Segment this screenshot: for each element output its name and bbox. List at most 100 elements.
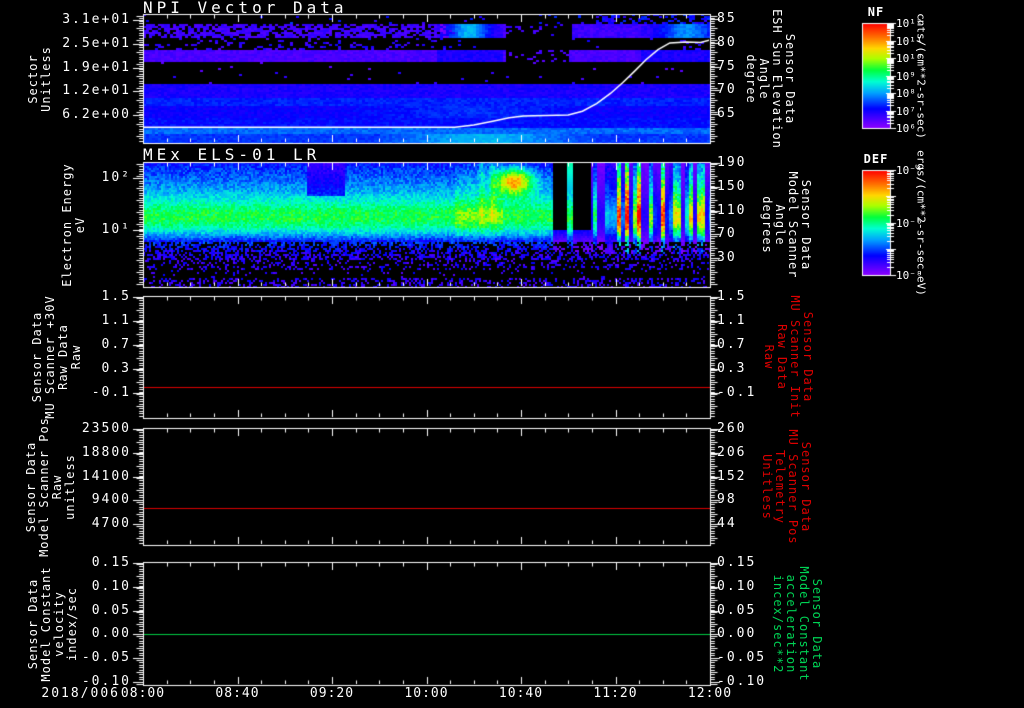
p4-right-tick-0: 260 [717, 421, 747, 436]
p3-right-tick-1: 1.1 [717, 313, 747, 329]
x-tick-label-4: 10:40 [498, 686, 544, 701]
p2-left-tick-0: 10² [101, 170, 131, 186]
p4-left-tick-0: 23500 [81, 421, 131, 436]
colorbar-DEF-tick-0: 10⁻⁴ [896, 164, 923, 177]
colorbar-NF-tick-0: 10¹² [896, 17, 923, 30]
p5-left-tick-5: -0.10 [81, 674, 131, 690]
p4-left-axis-label-line-3: unitless [63, 453, 77, 520]
p1-right-tick-1: 80 [717, 34, 737, 50]
colorbar-NF-tick-4: 10⁸ [896, 87, 916, 100]
p1-right-axis-label-line-1: ESH Sun Elevation [770, 8, 784, 149]
p2-right-tick-2: 110 [717, 202, 747, 218]
p5-left-tick-1: 0.10 [91, 578, 131, 594]
colorbar-title-NF: NF [867, 5, 885, 19]
p3-left-tick-0: 1.5 [101, 289, 131, 305]
p5-right-tick-1: 0.10 [717, 578, 757, 594]
p3-left-tick-2: 0.7 [101, 337, 131, 353]
p5-left-tick-3: 0.00 [91, 626, 131, 642]
p5-left-axis-label: Sensor Data Model Constant velocity index/s… [26, 566, 79, 681]
p2-left-axis-label-line-1: eV [73, 216, 87, 233]
p5-right-axis-label-line-0: Sensor Data [810, 578, 824, 669]
p5-left-axis-label-line-3: index/sec [65, 586, 79, 661]
p1-right-axis-label: Sensor Data ESH Sun Elevation Angle degree [744, 8, 797, 149]
p1-right-tick-2: 75 [717, 58, 737, 74]
p4-right-axis-label: Sensor Data MU Scanner Pos Telemetry Unitle… [760, 428, 813, 545]
p5-right-axis-label-line-2: acceleration [784, 574, 798, 673]
p4-right-tick-3: 98 [717, 492, 737, 508]
p2-right-tick-4: 30 [717, 250, 737, 266]
p3-right-axis-label-line-3: Raw [762, 344, 776, 370]
x-tick-label-0: 08:00 [120, 686, 166, 701]
p1-left-axis-label-line-1: Unitless [39, 45, 53, 112]
p1-left-tick-2: 1.9e+01 [62, 59, 131, 75]
x-tick-label-3: 10:00 [404, 686, 449, 701]
p4-left-tick-1: 18800 [81, 444, 131, 460]
p2-right-axis-label: Sensor Data Model Scanner Angle degrees [760, 171, 813, 278]
p4-right-tick-4: 44 [717, 516, 737, 532]
p1-left-tick-0: 3.1e+01 [62, 12, 131, 28]
x-tick-label-1: 08:40 [215, 686, 260, 701]
p4-right-axis-label-line-2: Telemetry [773, 449, 787, 524]
p1-right-tick-3: 70 [717, 82, 737, 98]
p4-left-axis-label: Sensor Data Model Scanner Pos Raw unitless [24, 417, 77, 557]
p2-left-tick-1: 10¹ [101, 222, 131, 238]
p2-right-axis-label-line-0: Sensor Data [799, 179, 813, 270]
p2-right-axis-label-line-3: degrees [760, 195, 774, 254]
colorbar-NF-tick-5: 10⁷ [896, 104, 916, 118]
p3-right-axis-label-line-0: Sensor Data [801, 311, 815, 403]
p5-right-tick-5: -0.10 [717, 674, 767, 690]
p3-right-tick-2: 0.7 [717, 337, 747, 353]
p4-left-tick-3: 9400 [91, 492, 131, 508]
p1-left-axis-label: Sector Unitless [26, 45, 53, 112]
p4-right-axis-label-line-3: Unitless [760, 453, 774, 520]
p2-right-axis-label-line-1: Model Scanner [786, 171, 800, 278]
p5-right-axis-label: Sensor Data Model Constant acceleration inc… [771, 566, 824, 681]
p5-right-tick-4: -0.05 [717, 650, 767, 666]
p1-right-axis-label-line-2: Angle [757, 57, 771, 100]
colorbar-DEF-units-label: ergs/(cm**2-sr-sec-eV) [914, 149, 928, 296]
p3-right-axis-label-line-2: Raw Data [775, 324, 789, 390]
p2-right-axis-label-line-2: Angle [773, 203, 787, 246]
p5-right-tick-3: 0.00 [717, 626, 757, 642]
p2-left-axis-label: Electron Energy eV [60, 163, 87, 286]
p5-left-tick-0: 0.15 [91, 554, 131, 570]
p3-left-axis-label: Sensor Data MU Scanner +30V Raw Data Raw [30, 295, 83, 418]
p4-left-tick-4: 4700 [91, 516, 131, 532]
panel1-title: NPI Vector Data [143, 0, 348, 17]
p5-right-tick-0: 0.15 [717, 554, 757, 570]
x-tick-label-6: 12:00 [687, 686, 733, 701]
p1-left-tick-1: 2.5e+01 [62, 35, 131, 51]
p3-left-tick-1: 1.1 [101, 313, 131, 329]
colorbar-title-DEF: DEF [863, 152, 889, 166]
p3-right-axis-label: Sensor Data MU Scanner Init Raw Data Raw [762, 295, 815, 419]
p1-left-tick-4: 6.2e+00 [62, 107, 131, 123]
p3-right-tick-0: 1.5 [717, 289, 747, 305]
p1-right-axis-label-line-0: Sensor Data [783, 33, 797, 124]
p3-left-tick-3: 0.3 [101, 360, 131, 376]
p2-right-tick-3: 70 [717, 226, 737, 242]
p5-left-tick-4: -0.05 [81, 650, 131, 666]
p5-right-axis-label-line-3: incex/sec**2 [771, 574, 785, 673]
date-label: 2018/006 [41, 686, 120, 701]
colorbar-DEF-tick-1: 10⁻⁶ [896, 216, 923, 230]
x-tick-label-2: 09:20 [309, 686, 355, 701]
p3-right-axis-label-line-1: MU Scanner Init [788, 295, 802, 419]
colorbar-NF-tick-3: 10⁹ [896, 69, 916, 83]
p5-left-tick-2: 0.05 [91, 602, 131, 618]
colorbar-NF-tick-1: 10¹¹ [896, 34, 923, 48]
panel2-title: MEx ELS-01 LR [143, 145, 321, 164]
p4-right-axis-label-line-1: MU Scanner Pos [786, 428, 800, 545]
p3-left-tick-4: -0.1 [91, 384, 131, 400]
colorbar-NF-tick-6: 10⁶ [896, 122, 916, 135]
p1-right-axis-label-line-3: degree [744, 53, 758, 104]
p2-right-tick-0: 190 [717, 155, 747, 170]
p4-right-tick-1: 206 [717, 444, 747, 460]
colorbar-NF-units-label: cnts/(cm**2-sr-sec) [914, 12, 928, 139]
p5-right-tick-2: 0.05 [717, 602, 757, 618]
p1-left-tick-3: 1.2e+01 [62, 83, 131, 99]
p3-left-axis-label-line-3: Raw [69, 344, 83, 370]
p3-right-tick-3: 0.3 [717, 360, 747, 376]
